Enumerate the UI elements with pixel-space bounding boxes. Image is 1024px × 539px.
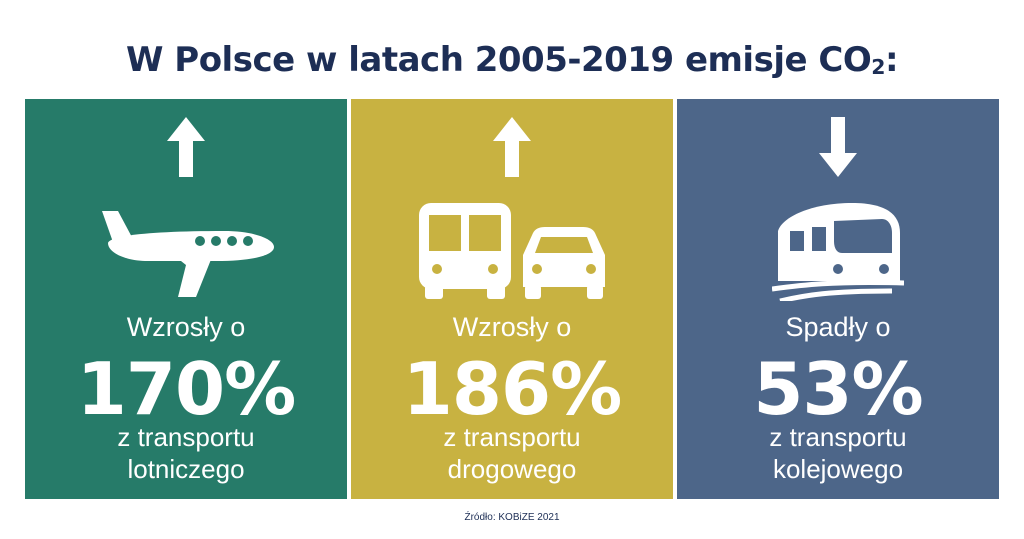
description: z transportu lotniczego (25, 421, 347, 485)
description-line-2: lotniczego (127, 454, 245, 484)
value-percent: 53% (753, 347, 923, 431)
panel-air-transport: Wzrosły o 170% z transportu lotniczego (25, 99, 347, 499)
trend-label: Spadły o (785, 312, 891, 342)
panel-rail-transport: Spadły o 53% z transportu kolejowego (677, 99, 999, 499)
description-line-1: z transportu (443, 422, 581, 452)
train-icon (772, 203, 904, 301)
arrow-down-icon (819, 117, 857, 177)
bus-car-icon (419, 203, 605, 299)
title-end-text: : (884, 40, 899, 80)
airplane-icon (102, 211, 274, 297)
arrow-up-icon (167, 117, 205, 177)
description-line-2: drogowego (447, 454, 577, 484)
description-line-1: z transportu (769, 422, 907, 452)
description-line-1: z transportu (117, 422, 255, 452)
source-note: Źródło: KOBiZE 2021 (464, 512, 560, 523)
value-percent: 186% (402, 347, 622, 431)
trend-label: Wzrosły o (126, 312, 246, 342)
arrow-up-icon (493, 117, 531, 177)
description: z transportu drogowego (351, 421, 673, 485)
title-main-text: W Polsce w latach 2005-2019 emisje CO (125, 40, 872, 80)
description-line-2: kolejowego (772, 454, 904, 484)
title-subscript: 2 (871, 55, 885, 80)
trend-label: Wzrosły o (452, 312, 572, 342)
panel-road-transport: Wzrosły o 186% z transportu drogowego (351, 99, 673, 499)
value-percent: 170% (76, 347, 296, 431)
description: z transportu kolejowego (677, 421, 999, 485)
page-title: W Polsce w latach 2005-2019 emisje CO2: (0, 38, 1024, 82)
